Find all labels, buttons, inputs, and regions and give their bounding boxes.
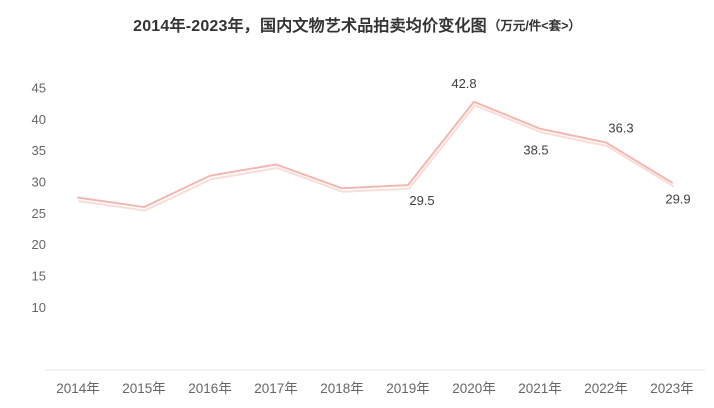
y-axis-tick-label: 45	[32, 81, 46, 96]
data-label: 29.9	[665, 192, 690, 207]
y-axis-tick-label: 30	[32, 175, 46, 190]
data-label: 36.3	[608, 121, 633, 136]
y-axis-tick-label: 35	[32, 143, 46, 158]
y-axis-tick-label: 15	[32, 269, 46, 284]
x-axis-tick-label: 2017年	[254, 381, 298, 396]
y-axis-tick-label: 25	[32, 206, 46, 221]
x-axis-tick-label: 2022年	[584, 381, 628, 396]
x-axis-tick-label: 2019年	[386, 381, 430, 396]
data-label: 38.5	[523, 143, 548, 158]
line-series-shadow	[78, 104, 674, 212]
data-label: 42.8	[451, 76, 476, 91]
y-axis-tick-label: 20	[32, 237, 46, 252]
x-axis-tick-label: 2021年	[518, 381, 562, 396]
x-axis-tick-label: 2014年	[56, 381, 100, 396]
chart-title-text: 2014年-2023年，国内文物艺术品拍卖均价变化图	[133, 18, 487, 35]
x-axis-tick-label: 2023年	[650, 381, 694, 396]
line-series	[77, 100, 673, 209]
x-axis-tick-label: 2020年	[452, 381, 496, 396]
data-label: 29.5	[409, 193, 434, 208]
x-axis-tick-label: 2016年	[188, 381, 232, 396]
x-axis-tick-label: 2018年	[320, 381, 364, 396]
x-axis-tick-label: 2015年	[122, 381, 166, 396]
y-axis-tick-label: 10	[32, 300, 46, 315]
chart-title: 2014年-2023年，国内文物艺术品拍卖均价变化图（万元/件<套>）	[0, 12, 714, 36]
y-axis-tick-label: 40	[32, 112, 46, 127]
chart-title-unit: （万元/件<套>）	[487, 19, 581, 33]
